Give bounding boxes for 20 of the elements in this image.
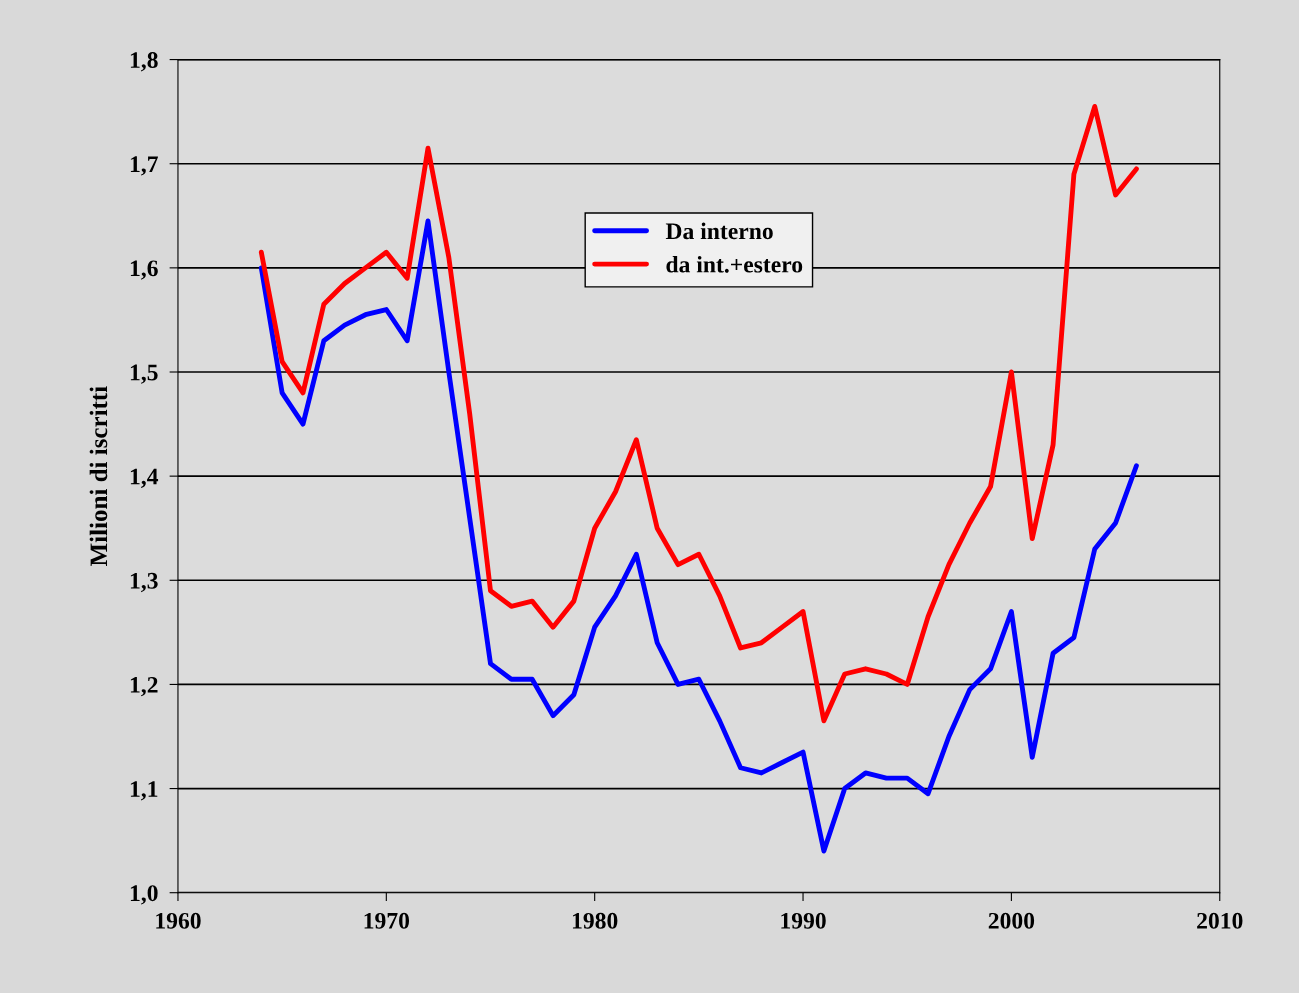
y-tick-label: 1,3 xyxy=(130,572,158,593)
y-tick-label: 1,1 xyxy=(130,781,158,801)
y-axis-title: Milioni di iscritti xyxy=(89,386,108,566)
y-tick-label: 1,0 xyxy=(130,885,158,905)
legend-label: da int.+estero xyxy=(666,255,803,273)
x-tick-label: 1970 xyxy=(364,912,410,929)
line-series xyxy=(258,104,1139,724)
x-tick-label: 1960 xyxy=(156,912,201,929)
y-tick-label: 1,4 xyxy=(130,468,159,488)
x-tick-label: 2010 xyxy=(1197,912,1243,929)
y-tick-label: 1,2 xyxy=(130,676,158,697)
x-tick-label: 2000 xyxy=(988,912,1035,929)
legend-label: Da interno xyxy=(665,222,773,240)
x-tick-label: 1980 xyxy=(572,912,618,929)
line-series xyxy=(258,218,1139,854)
y-tick-label: 1,6 xyxy=(130,260,158,280)
y-tick-label: 1,5 xyxy=(130,364,158,384)
y-tick-label: 1,8 xyxy=(130,52,158,72)
x-tick-label: 1990 xyxy=(781,912,826,929)
y-tick-label: 1,7 xyxy=(130,156,158,176)
